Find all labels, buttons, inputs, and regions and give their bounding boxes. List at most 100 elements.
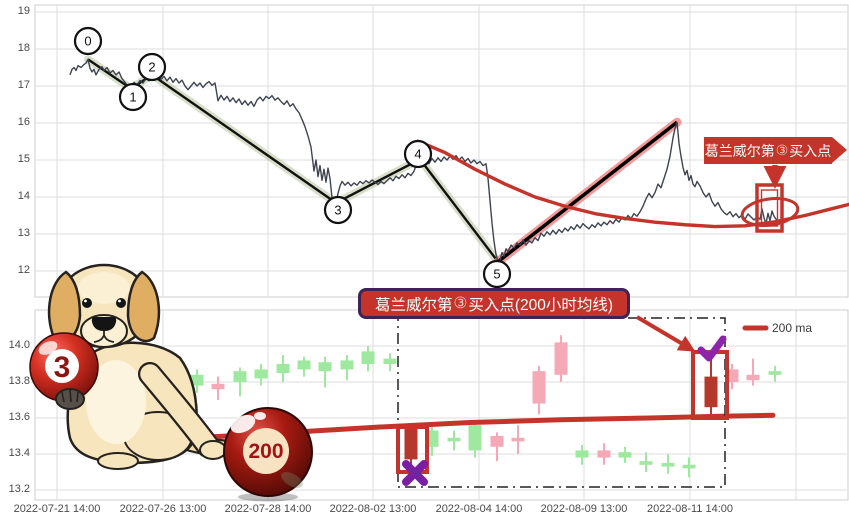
x-tick-6: 2022-08-11 14:00: [646, 503, 734, 515]
dog-ear-right: [126, 270, 161, 343]
dog-gripping-toes: [61, 389, 79, 403]
bottom-y-tick-14.0: 14.0: [8, 339, 30, 351]
candle-body: [383, 358, 397, 364]
top-y-tick-19: 19: [17, 5, 30, 17]
dog-chest-patch: [86, 360, 146, 444]
ball-200-reflection: [281, 472, 303, 488]
x-tick-3: 2022-08-02 13:00: [329, 503, 417, 515]
ball-200-highlight: [230, 414, 256, 434]
banner-circled-3: ③: [775, 142, 789, 158]
dog-hind-paw: [97, 452, 139, 470]
ball-200-number: 200: [248, 440, 283, 463]
legend-200ma-label: 200 ma: [772, 321, 813, 335]
candle-body: [233, 371, 247, 382]
candle-body: [532, 371, 546, 404]
candle-body: [318, 362, 332, 372]
dog-ear-left: [47, 270, 82, 343]
bottom-y-tick-13.8: 13.8: [8, 375, 30, 387]
ball-200-icon: 200: [223, 407, 313, 502]
candle-body: [554, 342, 568, 375]
candle-body: [704, 376, 718, 408]
banner2-text-pre: 葛兰威尔第: [374, 296, 453, 314]
bottom-y-tick-13.2: 13.2: [8, 483, 30, 495]
wave-circle-label-2: 2: [148, 60, 155, 75]
wave-circle-label-4: 4: [414, 147, 421, 162]
top-y-tick-12: 12: [17, 264, 30, 276]
wave-circle-label-5: 5: [493, 267, 500, 282]
candle-body: [340, 360, 354, 370]
dog-nose: [91, 317, 117, 331]
top-y-tick-15: 15: [17, 153, 30, 165]
dog-front-leg-fill: [140, 364, 218, 456]
top-buy-point-banner: 葛兰威尔第 ③ 买入点: [704, 137, 847, 164]
ball-3-number-circle: [45, 349, 79, 383]
wave-circle-label-1: 1: [129, 90, 136, 105]
top-y-tick-14: 14: [17, 190, 30, 202]
top-highlight-ellipse: [740, 197, 800, 227]
wave-zigzag-line: [87, 58, 499, 263]
bottom-y-tick-13.4: 13.4: [8, 447, 30, 459]
annotation-arrow: [635, 315, 696, 352]
candle-body: [297, 360, 311, 370]
dog-eye-right: [116, 298, 126, 308]
dog-illustration: 3: [29, 263, 256, 470]
wave-circle-0: [73, 26, 103, 56]
candle-body: [768, 371, 782, 375]
x-tick-5: 2022-08-09 13:00: [540, 503, 628, 515]
candle-body: [490, 436, 504, 447]
candle-body: [361, 351, 375, 364]
banner2-text-post: 买入点(200小时均线): [468, 296, 614, 314]
wave-circle-5: [482, 259, 512, 289]
x-tick-2: 2022-07-28 14:00: [224, 503, 312, 515]
candle-body: [276, 364, 290, 373]
candle-body: [190, 374, 204, 386]
dog-eye-glint-left: [84, 299, 87, 303]
candle-body: [575, 450, 589, 458]
top-y-tick-13: 13: [17, 227, 30, 239]
trend-line: [496, 120, 679, 264]
ball-200-number-circle: [243, 428, 289, 474]
wave-circle-4: [403, 139, 433, 169]
x-tick-1: 2022-07-26 13:00: [119, 503, 207, 515]
candle-body: [511, 437, 525, 442]
top-y-tick-17: 17: [17, 79, 30, 91]
candle-body: [447, 437, 461, 442]
wave-circle-label-0: 0: [84, 34, 91, 49]
dog-eye-glint-right: [118, 299, 121, 303]
dog-mouth: [93, 331, 115, 343]
candle-body: [404, 428, 418, 460]
wave-circle-3: [323, 195, 353, 225]
wave-circle-label-3: 3: [334, 203, 341, 218]
candle-body: [618, 452, 632, 458]
banner2-circled-3: ③: [453, 295, 468, 312]
x-tick-0: 2022-07-21 14:00: [13, 503, 101, 515]
candle-body: [211, 383, 225, 390]
dog-eye-left: [82, 298, 92, 308]
x-tick-4: 2022-08-04 14:00: [435, 503, 523, 515]
ball-3-icon: 3: [29, 332, 99, 402]
bottom-y-tick-13.6: 13.6: [8, 411, 30, 423]
bottom-buy-point-banner: 葛兰威尔第 ③ 买入点(200小时均线): [358, 288, 630, 319]
x-mark-icon: [402, 460, 428, 486]
wave-circle-2: [137, 52, 167, 82]
banner-text-post: 买入点: [789, 142, 832, 159]
candle-body: [639, 461, 653, 465]
dog-front-paw: [199, 440, 227, 460]
candle-body: [597, 450, 611, 458]
banner-text-pre: 葛兰威尔第: [704, 142, 775, 159]
ball-200-highlight-small: [254, 412, 266, 420]
top-y-tick-18: 18: [17, 42, 30, 54]
candle-body: [468, 425, 482, 451]
candle-body: [682, 464, 696, 469]
candle-body: [254, 369, 268, 379]
check-mark-icon: [697, 335, 727, 362]
candle-body: [746, 374, 760, 381]
dog-forehead: [78, 272, 130, 304]
top-y-tick-16: 16: [17, 116, 30, 128]
top-price-chart: 0 12 3 4 5: [34, 4, 849, 298]
candle-body: [661, 463, 675, 467]
ball-3-highlight: [38, 341, 58, 355]
wave-circle-1: [118, 82, 148, 112]
